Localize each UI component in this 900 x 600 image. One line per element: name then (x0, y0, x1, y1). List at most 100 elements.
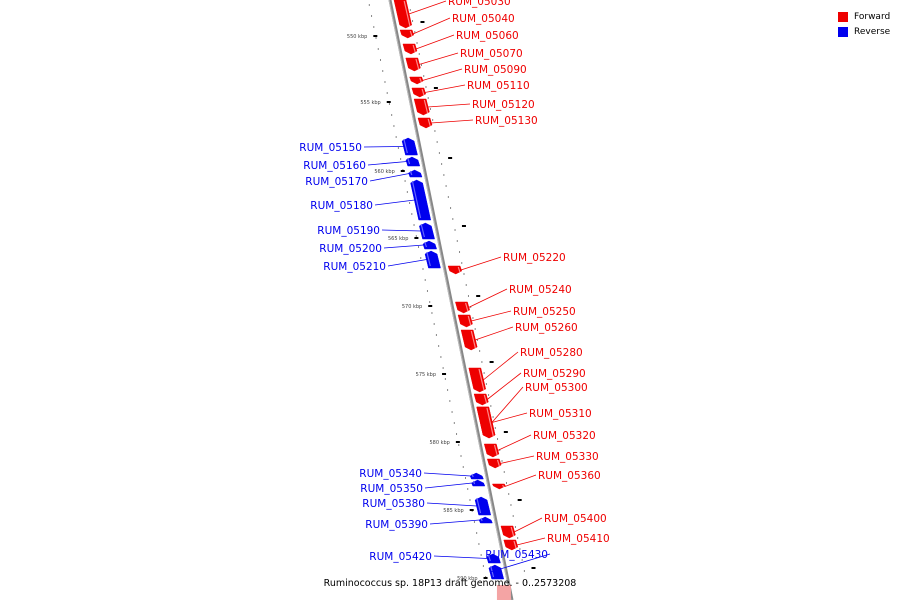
gene-block[interactable] (468, 367, 486, 393)
gene-label[interactable]: RUM_05040 (452, 13, 515, 25)
gene-label[interactable]: RUM_05110 (467, 80, 530, 92)
gene-rum-05060[interactable]: RUM_05060 (402, 30, 519, 55)
gene-label[interactable]: RUM_05360 (538, 470, 601, 482)
gene-label[interactable]: RUM_05130 (475, 115, 538, 127)
scale-label: 585 kbp (443, 508, 463, 514)
gene-rum-05430[interactable]: RUM_05430 (485, 549, 551, 580)
scale-tick (461, 225, 466, 227)
gene-label[interactable]: RUM_05200 (319, 243, 382, 255)
gene-label[interactable]: RUM_05220 (503, 252, 566, 264)
gene-block[interactable] (476, 406, 496, 439)
gene-rum-05030[interactable]: RUM_05030 (393, 0, 511, 29)
gene-block[interactable] (410, 179, 432, 221)
gene-rum-05200[interactable]: RUM_05200 (319, 240, 437, 255)
gene-label[interactable]: RUM_05090 (464, 64, 527, 76)
gene-block[interactable] (473, 393, 489, 406)
gene-rum-05400[interactable]: RUM_05400 (500, 513, 607, 539)
gene-rum-05250[interactable]: RUM_05250 (457, 306, 576, 328)
gene-label[interactable]: RUM_05420 (369, 551, 432, 563)
gene-label[interactable]: RUM_05160 (303, 160, 366, 172)
gene-label[interactable]: RUM_05060 (456, 30, 519, 42)
gene-label[interactable]: RUM_05070 (460, 48, 523, 60)
scale-tick (414, 237, 419, 239)
gene-block[interactable] (460, 329, 478, 351)
gene-label[interactable]: RUM_05350 (360, 483, 423, 495)
gene-block[interactable] (419, 222, 435, 240)
gene-leader-line (471, 310, 512, 322)
gene-rum-05160[interactable]: RUM_05160 (303, 156, 421, 172)
gene-rum-05310[interactable]: RUM_05310 (476, 406, 592, 439)
gene-block[interactable] (457, 314, 473, 328)
legend-label-forward: Forward (854, 11, 891, 22)
gene-rum-05190[interactable]: RUM_05190 (317, 222, 435, 240)
gene-rum-05070[interactable]: RUM_05070 (405, 48, 523, 72)
scale-ruler: 550 kbp 555 kbp 560 kbp 565 kbp 570 kbp 575 k… (347, 21, 536, 582)
gene-block[interactable] (474, 496, 492, 516)
gene-label[interactable]: RUM_05210 (323, 261, 386, 273)
gene-label[interactable]: RUM_05240 (509, 284, 572, 296)
legend-item-reverse[interactable]: Reverse (838, 24, 890, 39)
gene-leader-line (475, 326, 514, 341)
gene-rum-05240[interactable]: RUM_05240 (455, 284, 572, 314)
right-dotted-track (409, 9, 528, 583)
gene-rum-05110[interactable]: RUM_05110 (411, 80, 530, 98)
gene-rum-05410[interactable]: RUM_05410 (503, 533, 610, 551)
gene-rum-05090[interactable]: RUM_05090 (409, 64, 527, 85)
gene-label[interactable]: RUM_05400 (544, 513, 607, 525)
scale-tick (476, 295, 481, 297)
gene-label[interactable]: RUM_05180 (310, 200, 373, 212)
gene-rum-05380[interactable]: RUM_05380 (362, 496, 492, 516)
gene-label[interactable]: RUM_05340 (359, 468, 422, 480)
gene-rum-05120[interactable]: RUM_05120 (413, 98, 535, 116)
gene-block[interactable] (469, 472, 484, 480)
gene-label[interactable]: RUM_05280 (520, 347, 583, 359)
gene-label[interactable]: RUM_05290 (523, 368, 586, 380)
gene-rum-05280[interactable]: RUM_05280 (468, 347, 583, 393)
gene-rum-05390[interactable]: RUM_05390 (365, 516, 493, 531)
gene-block[interactable] (401, 137, 418, 156)
gene-label[interactable]: RUM_05300 (525, 382, 588, 394)
gene-label[interactable]: RUM_05170 (305, 176, 368, 188)
gene-rum-05330[interactable]: RUM_05330 (486, 451, 599, 469)
gene-label[interactable]: RUM_05150 (299, 142, 362, 154)
gene-label[interactable]: RUM_05310 (529, 408, 592, 420)
gene-label[interactable]: RUM_05380 (362, 498, 425, 510)
gene-rum-05150[interactable]: RUM_05150 (299, 137, 418, 156)
gene-rum-05180[interactable]: RUM_05180 (310, 179, 432, 221)
gene-leader-line (427, 103, 471, 108)
gene-rum-05320[interactable]: RUM_05320 (483, 430, 596, 458)
gene-rum-05290[interactable]: RUM_05290 (473, 368, 586, 406)
legend-item-forward[interactable]: Forward (838, 9, 890, 24)
gene-rum-05350[interactable]: RUM_05350 (360, 479, 486, 495)
gene-rum-05420[interactable]: RUM_05420 (369, 551, 501, 564)
gene-rum-05170[interactable]: RUM_05170 (305, 169, 423, 188)
gene-rum-05040[interactable]: RUM_05040 (399, 13, 515, 39)
gene-block[interactable] (455, 301, 470, 314)
gene-label[interactable]: RUM_05320 (533, 430, 596, 442)
gene-leader-line (491, 386, 524, 423)
gene-label[interactable]: RUM_05250 (513, 306, 576, 318)
gene-rum-05340[interactable]: RUM_05340 (359, 468, 484, 480)
gene-block[interactable] (408, 169, 423, 178)
gene-block[interactable] (471, 479, 486, 487)
gene-leader-line (460, 256, 502, 271)
gene-label[interactable]: RUM_05030 (448, 0, 511, 8)
gene-rum-05260[interactable]: RUM_05260 (460, 322, 578, 351)
gene-block[interactable] (500, 525, 516, 539)
gene-block[interactable] (393, 0, 412, 29)
gene-label[interactable]: RUM_05330 (536, 451, 599, 463)
gene-label[interactable]: RUM_05120 (472, 99, 535, 111)
gene-block[interactable] (424, 250, 441, 269)
scale-label: 550 kbp (347, 34, 367, 40)
gene-block[interactable] (478, 516, 493, 524)
gene-rum-05210[interactable]: RUM_05210 (323, 250, 441, 273)
gene-label[interactable]: RUM_05260 (515, 322, 578, 334)
gene-label[interactable]: RUM_05390 (365, 519, 428, 531)
gene-rum-05130[interactable]: RUM_05130 (417, 115, 538, 129)
gene-label[interactable]: RUM_05190 (317, 225, 380, 237)
gene-rum-05360[interactable]: RUM_05360 (492, 470, 601, 490)
gene-label[interactable]: RUM_05410 (547, 533, 610, 545)
gene-label[interactable]: RUM_05430 (485, 549, 548, 561)
gene-rum-05220[interactable]: RUM_05220 (447, 252, 566, 275)
